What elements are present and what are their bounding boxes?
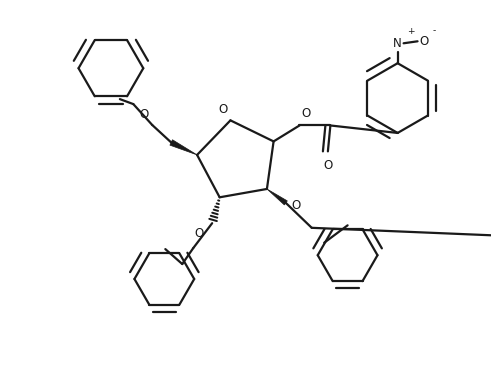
Text: +: + xyxy=(406,27,414,36)
Text: -: - xyxy=(432,26,436,35)
Text: O: O xyxy=(302,107,311,120)
Text: O: O xyxy=(139,108,148,121)
Text: O: O xyxy=(292,199,301,212)
Text: O: O xyxy=(194,227,203,240)
Polygon shape xyxy=(170,140,197,155)
Text: O: O xyxy=(323,159,333,172)
Text: O: O xyxy=(218,103,228,116)
Text: N: N xyxy=(393,37,402,50)
Polygon shape xyxy=(267,189,287,205)
Text: O: O xyxy=(419,35,428,48)
